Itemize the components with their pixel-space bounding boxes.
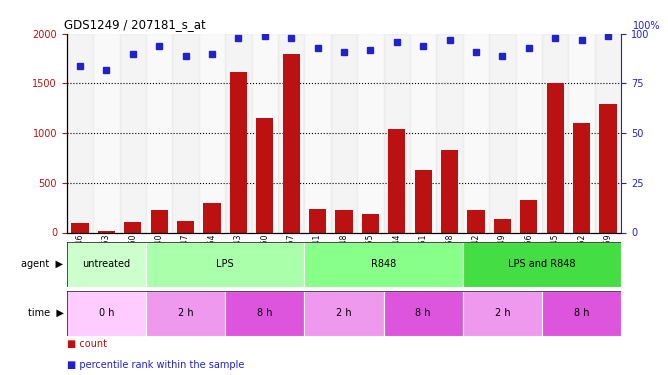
- Text: R848: R848: [371, 260, 396, 269]
- Bar: [124, 222, 142, 232]
- Bar: [415, 170, 432, 232]
- Bar: [257, 118, 273, 232]
- Bar: [67, 242, 146, 287]
- Bar: [67, 34, 94, 232]
- Text: agent  ▶: agent ▶: [21, 260, 63, 269]
- Text: 2 h: 2 h: [336, 308, 352, 318]
- Bar: [468, 210, 484, 232]
- Bar: [463, 291, 542, 336]
- Bar: [150, 210, 168, 232]
- Bar: [94, 34, 120, 232]
- Bar: [305, 34, 331, 232]
- Bar: [388, 129, 405, 232]
- Bar: [278, 34, 305, 232]
- Text: 8 h: 8 h: [415, 308, 431, 318]
- Bar: [436, 34, 463, 232]
- Bar: [599, 104, 617, 232]
- Text: 2 h: 2 h: [494, 308, 510, 318]
- Bar: [494, 219, 511, 232]
- Bar: [199, 34, 225, 232]
- Bar: [362, 214, 379, 232]
- Bar: [146, 34, 172, 232]
- Bar: [383, 291, 463, 336]
- Text: 0 h: 0 h: [99, 308, 114, 318]
- Text: untreated: untreated: [82, 260, 130, 269]
- Bar: [357, 34, 383, 232]
- Text: time  ▶: time ▶: [27, 308, 63, 318]
- Bar: [383, 34, 410, 232]
- Bar: [305, 291, 383, 336]
- Text: 2 h: 2 h: [178, 308, 194, 318]
- Bar: [67, 291, 146, 336]
- Bar: [542, 291, 621, 336]
- Bar: [98, 231, 115, 232]
- Bar: [463, 34, 489, 232]
- Bar: [252, 34, 278, 232]
- Bar: [463, 242, 621, 287]
- Bar: [568, 34, 595, 232]
- Text: LPS: LPS: [216, 260, 234, 269]
- Bar: [71, 223, 89, 232]
- Bar: [230, 72, 247, 232]
- Bar: [120, 34, 146, 232]
- Bar: [520, 200, 538, 232]
- Bar: [542, 34, 568, 232]
- Bar: [331, 34, 357, 232]
- Bar: [146, 291, 225, 336]
- Text: 8 h: 8 h: [574, 308, 589, 318]
- Text: ■ count: ■ count: [67, 339, 107, 350]
- Text: ■ percentile rank within the sample: ■ percentile rank within the sample: [67, 360, 244, 370]
- Bar: [441, 150, 458, 232]
- Bar: [489, 34, 516, 232]
- Bar: [546, 84, 564, 232]
- Bar: [516, 34, 542, 232]
- Bar: [410, 34, 436, 232]
- Bar: [309, 209, 326, 232]
- Bar: [283, 54, 300, 232]
- Bar: [335, 210, 353, 232]
- Text: 8 h: 8 h: [257, 308, 273, 318]
- Bar: [573, 123, 591, 232]
- Bar: [595, 34, 621, 232]
- Bar: [305, 242, 463, 287]
- Bar: [225, 291, 305, 336]
- Bar: [146, 242, 305, 287]
- Text: LPS and R848: LPS and R848: [508, 260, 576, 269]
- Text: GDS1249 / 207181_s_at: GDS1249 / 207181_s_at: [64, 18, 206, 31]
- Text: 100%: 100%: [633, 21, 660, 31]
- Bar: [172, 34, 199, 232]
- Bar: [225, 34, 252, 232]
- Bar: [177, 221, 194, 232]
- Bar: [204, 202, 220, 232]
